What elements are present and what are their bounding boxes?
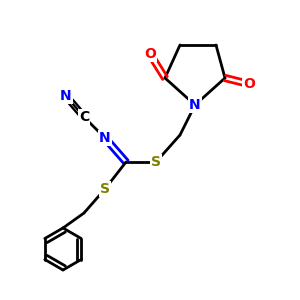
Text: N: N <box>60 89 72 103</box>
Text: C: C <box>79 110 89 124</box>
Text: S: S <box>100 182 110 196</box>
Text: S: S <box>151 155 161 169</box>
Text: O: O <box>144 47 156 61</box>
Text: O: O <box>243 77 255 91</box>
Text: N: N <box>189 98 201 112</box>
Text: N: N <box>99 131 111 145</box>
